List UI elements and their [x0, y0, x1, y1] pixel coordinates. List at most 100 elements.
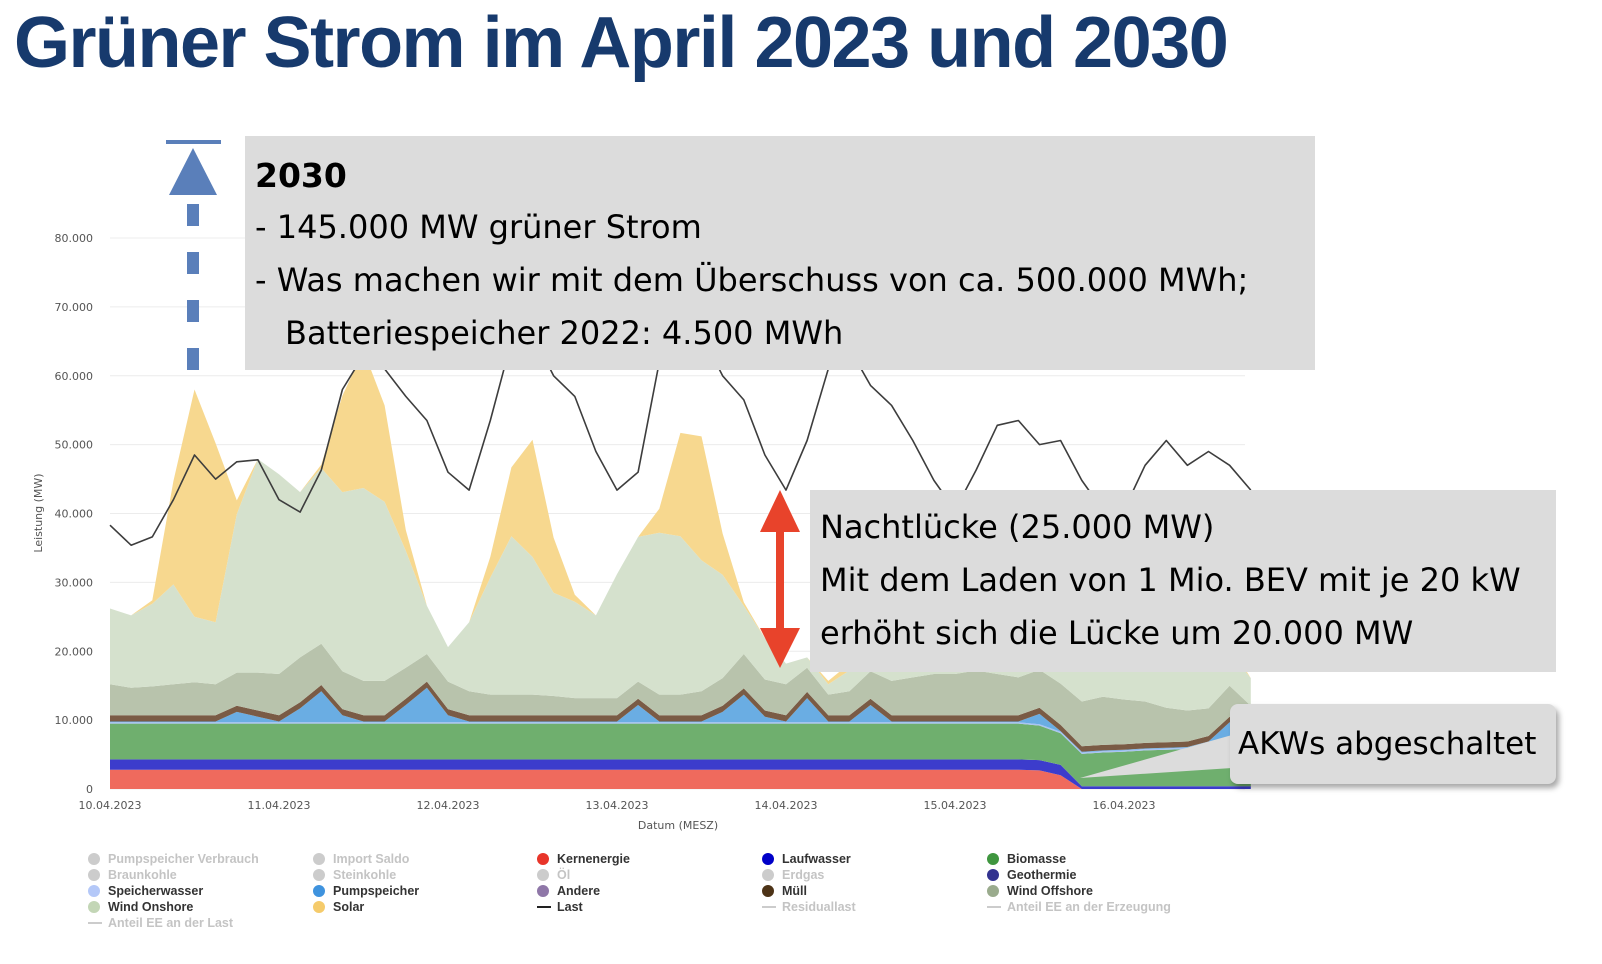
annotation-gap-line: Nachtlücke (25.000 MW) — [820, 508, 1215, 546]
area-laufwasser — [110, 759, 1251, 789]
legend-dot-icon — [88, 869, 100, 881]
legend-dot-icon — [537, 853, 549, 865]
legend-item[interactable]: Kernenergie — [537, 851, 762, 867]
legend-dot-icon — [88, 885, 100, 897]
legend-dot-icon — [987, 869, 999, 881]
legend-dot-icon — [987, 885, 999, 897]
annotation-akw-text: AKWs abgeschaltet — [1238, 726, 1537, 762]
legend-item[interactable]: Wind Offshore — [987, 883, 1212, 899]
area-m-ll — [110, 681, 1251, 752]
legend-item[interactable]: Solar — [313, 899, 537, 915]
slide-title: Grüner Strom im April 2023 und 2030 — [14, 3, 1229, 83]
y-tick-label: 60.000 — [55, 370, 94, 383]
legend-label: Solar — [333, 900, 365, 914]
legend-label: Steinkohle — [333, 868, 397, 882]
area-speicherwasser — [110, 722, 1251, 754]
annotation-gap-line: Mit dem Laden von 1 Mio. BEV mit je 20 k… — [820, 561, 1521, 599]
legend-label: Braunkohle — [108, 868, 177, 882]
x-tick-label: 10.04.2023 — [79, 799, 142, 812]
legend-dot-icon — [762, 869, 774, 881]
legend-label: Anteil EE an der Last — [108, 916, 234, 930]
x-tick-label: 13.04.2023 — [586, 799, 649, 812]
y-tick-label: 50.000 — [55, 439, 94, 452]
legend-label: Wind Offshore — [1007, 884, 1093, 898]
legend-label: Kernenergie — [557, 852, 630, 866]
legend-label: Last — [557, 900, 583, 914]
legend-line-icon — [537, 906, 551, 908]
y-tick-labels: 0 10.000 20.000 30.000 40.000 50.000 60.000 70.… — [55, 232, 94, 796]
x-axis-title: Datum (MESZ) — [638, 819, 718, 832]
y-tick-label: 10.000 — [55, 714, 94, 727]
legend-dot-icon — [987, 853, 999, 865]
legend-item[interactable]: Last — [537, 899, 762, 915]
legend-dot-icon — [313, 853, 325, 865]
legend-dot-icon — [537, 869, 549, 881]
x-tick-label: 11.04.2023 — [248, 799, 311, 812]
legend-item[interactable]: Öl — [537, 867, 762, 883]
y-tick-label: 30.000 — [55, 576, 94, 589]
arrow-up-icon — [166, 140, 221, 376]
legend-item[interactable]: Wind Onshore — [88, 899, 313, 915]
legend-label: Geothermie — [1007, 868, 1077, 882]
legend-item[interactable]: Pumpspeicher Verbrauch — [88, 851, 313, 867]
annotation-2030-line: Batteriespeicher 2022: 4.500 MWh — [285, 314, 844, 352]
area-biomasse — [110, 723, 1251, 787]
legend-label: Import Saldo — [333, 852, 410, 866]
legend-dot-icon — [313, 901, 325, 913]
x-tick-labels: 10.04.2023 11.04.2023 12.04.2023 13.04.2023… — [79, 799, 1156, 812]
legend-label: Andere — [557, 884, 601, 898]
y-tick-label: 0 — [86, 783, 93, 796]
y-axis-title: Leistung (MW) — [32, 473, 45, 552]
legend-label: Residuallast — [782, 900, 856, 914]
legend-label: Anteil EE an der Erzeugung — [1007, 900, 1171, 914]
legend-item[interactable]: Steinkohle — [313, 867, 537, 883]
legend-item[interactable]: Import Saldo — [313, 851, 537, 867]
legend-item[interactable]: Erdgas — [762, 867, 987, 883]
area-wind-offshore — [110, 643, 1251, 747]
legend-label: Speicherwasser — [108, 884, 204, 898]
legend-label: Pumpspeicher Verbrauch — [108, 852, 259, 866]
annotation-2030: 2030 - 145.000 MW grüner Strom - Was mac… — [245, 136, 1315, 370]
legend-label: Öl — [557, 868, 571, 882]
legend-dot-icon — [88, 901, 100, 913]
legend-label: Biomasse — [1007, 852, 1067, 866]
area-pumpspeicher — [110, 687, 1251, 753]
callout-pointer — [1080, 735, 1232, 778]
legend-item[interactable]: Anteil EE an der Last — [88, 915, 313, 931]
legend-line-icon — [88, 922, 102, 924]
y-tick-label: 80.000 — [55, 232, 94, 245]
legend-item[interactable]: Laufwasser — [762, 851, 987, 867]
legend-item[interactable]: Anteil EE an der Erzeugung — [987, 899, 1212, 915]
legend-item[interactable]: Biomasse — [987, 851, 1212, 867]
legend-item[interactable]: Speicherwasser — [88, 883, 313, 899]
area-solar — [110, 350, 1251, 685]
legend-dot-icon — [313, 885, 325, 897]
legend-dot-icon — [88, 853, 100, 865]
legend-dot-icon — [762, 853, 774, 865]
legend-item[interactable]: Müll — [762, 883, 987, 899]
legend-dot-icon — [313, 869, 325, 881]
annotation-2030-line: - Was machen wir mit dem Überschuss von … — [255, 261, 1249, 299]
y-tick-label: 70.000 — [55, 301, 94, 314]
legend-item[interactable]: Pumpspeicher — [313, 883, 537, 899]
x-tick-label: 12.04.2023 — [417, 799, 480, 812]
legend-item[interactable]: Geothermie — [987, 867, 1212, 883]
y-tick-label: 40.000 — [55, 508, 94, 521]
legend-label: Laufwasser — [782, 852, 851, 866]
double-arrow-icon — [760, 490, 800, 668]
legend-line-icon — [762, 906, 776, 908]
area-kernenergie — [110, 769, 1251, 789]
x-tick-label: 15.04.2023 — [924, 799, 987, 812]
legend-dot-icon — [537, 885, 549, 897]
annotation-2030-heading: 2030 — [255, 156, 347, 195]
annotation-2030-line: - 145.000 MW grüner Strom — [255, 208, 702, 246]
legend-item[interactable]: Residuallast — [762, 899, 987, 915]
legend-label: Müll — [782, 884, 807, 898]
legend-line-icon — [987, 906, 1001, 908]
x-tick-label: 14.04.2023 — [755, 799, 818, 812]
legend-item[interactable]: Braunkohle — [88, 867, 313, 883]
chart-legend: Pumpspeicher Verbrauch Import Saldo Kernen… — [88, 851, 1212, 931]
x-tick-label: 16.04.2023 — [1093, 799, 1156, 812]
legend-label: Erdgas — [782, 868, 825, 882]
legend-item[interactable]: Andere — [537, 883, 762, 899]
